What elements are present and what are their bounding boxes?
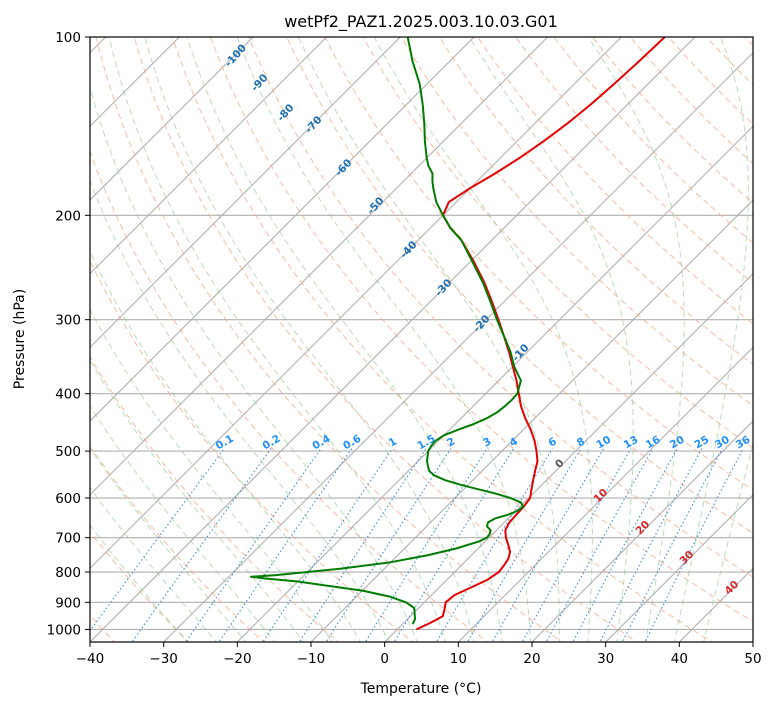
moist-adiabat xyxy=(298,37,560,642)
y-tick-label: 600 xyxy=(55,491,81,507)
moist-adiabat xyxy=(90,447,247,642)
y-tick-label: 200 xyxy=(55,208,81,224)
isotherm-line xyxy=(457,346,753,642)
y-tick-label: 900 xyxy=(55,595,81,611)
x-tick-label: 10 xyxy=(450,651,467,667)
mixing-ratio-line xyxy=(131,448,272,642)
y-tick-label: 1000 xyxy=(47,622,81,638)
isotherm-line xyxy=(90,37,475,422)
mixing-ratio-line xyxy=(521,448,632,642)
moist-adiabat xyxy=(373,37,593,642)
isotherm-line xyxy=(531,420,753,642)
dry-adiabat xyxy=(515,37,753,284)
sounding-profiles xyxy=(250,37,666,631)
moist-adiabat xyxy=(587,37,685,642)
x-tick-label: 30 xyxy=(597,651,614,667)
y-axis-ticks: 1000 900 800 700 600 500 400 300 200 100 xyxy=(47,30,90,638)
moist-adiabat xyxy=(703,441,753,642)
x-tick-label: 0 xyxy=(380,651,389,667)
dry-adiabat xyxy=(90,445,265,642)
mixing-ratio-line xyxy=(644,448,744,642)
mixing-ratio-line xyxy=(298,448,427,642)
mixing-ratio-lines xyxy=(90,448,744,642)
dry-adiabat xyxy=(209,37,753,623)
moist-adiabat xyxy=(90,486,218,642)
dry-adiabat xyxy=(133,37,638,642)
moist-adiabats xyxy=(90,37,753,642)
moist-adiabat xyxy=(90,249,362,642)
isotherm-line xyxy=(90,37,402,349)
mixing-ratio-line xyxy=(325,448,452,642)
x-tick-label: −10 xyxy=(297,651,326,667)
isotherm-line xyxy=(90,37,328,275)
dewpoint-profile xyxy=(250,37,525,625)
x-axis-label: Temperature (°C) xyxy=(360,681,482,697)
mixing-ratio-line xyxy=(218,448,353,642)
dry-adiabats xyxy=(90,37,753,642)
mixing-ratio-line xyxy=(262,448,393,642)
skewed-isotherm-grid xyxy=(90,37,753,642)
y-tick-label: 800 xyxy=(55,565,81,581)
moist-adiabat xyxy=(186,37,503,642)
mixing-ratio-line xyxy=(466,448,582,642)
isobar-grid xyxy=(90,37,753,630)
mixing-ratio-line xyxy=(435,448,553,642)
moist-adiabat xyxy=(108,37,447,642)
mixing-ratio-line xyxy=(621,448,723,642)
chart-title: wetPf2_PAZ1.2025.003.10.03.G01 xyxy=(284,12,558,32)
dry-adiabat xyxy=(95,37,564,642)
y-axis-label: Pressure (hPa) xyxy=(12,289,28,389)
moist-adiabat xyxy=(90,405,276,642)
isotherm-line xyxy=(162,51,753,642)
x-tick-label: 50 xyxy=(744,651,761,667)
x-tick-label: 20 xyxy=(523,651,540,667)
isotherm-line xyxy=(90,37,549,496)
plot-area: 0.1 0.2 0.4 0.6 1 1.5 2 3 4 6 8 10 13 16 20 25 30 36-100-… xyxy=(90,37,753,642)
moist-adiabat xyxy=(674,37,749,642)
moist-adiabat xyxy=(90,308,333,642)
y-tick-label: 500 xyxy=(55,444,81,460)
isotherm-line xyxy=(383,272,753,642)
moist-adiabat xyxy=(90,179,390,642)
isotherm-line xyxy=(604,493,753,642)
isotherm-line xyxy=(90,37,623,570)
isotherm-line xyxy=(236,125,753,642)
moist-adiabat xyxy=(144,37,475,642)
y-tick-label: 700 xyxy=(55,531,81,547)
y-tick-label: 300 xyxy=(55,313,81,329)
plot-frame xyxy=(89,36,754,643)
x-axis-ticks: −40 −30 −20 −10 0 10 20 30 40 50 xyxy=(76,642,762,667)
isotherm-line xyxy=(310,199,753,642)
mixing-ratio-line xyxy=(364,448,488,642)
x-tick-label: 40 xyxy=(671,651,688,667)
x-tick-label: −20 xyxy=(223,651,252,667)
x-tick-label: −40 xyxy=(76,651,105,667)
moist-adiabat xyxy=(90,85,418,642)
moist-adiabat xyxy=(468,37,634,642)
dry-adiabat xyxy=(90,150,489,642)
temperature-profile xyxy=(415,37,666,631)
moist-adiabat xyxy=(90,524,188,642)
isotherm-line xyxy=(90,37,254,201)
mixing-ratio-line xyxy=(185,448,322,642)
y-tick-label: 100 xyxy=(55,30,81,46)
x-tick-label: −30 xyxy=(149,651,178,667)
y-tick-label: 400 xyxy=(55,387,81,403)
mixing-ratio-line xyxy=(393,448,515,642)
moist-adiabat xyxy=(90,359,305,642)
dry-adiabat xyxy=(90,356,340,642)
moist-adiabat xyxy=(236,37,532,642)
mixing-ratio-line xyxy=(545,448,654,642)
